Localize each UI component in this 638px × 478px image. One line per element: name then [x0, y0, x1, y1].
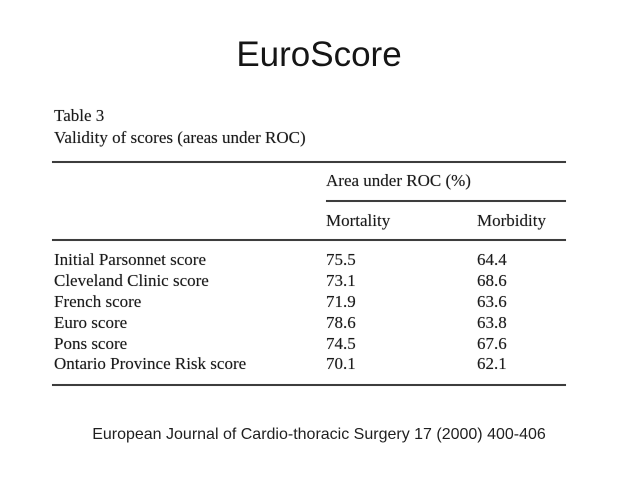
mortality-value: 71.9: [326, 291, 356, 311]
table-row: Initial Parsonnet score 75.5 64.4: [52, 250, 567, 271]
morbidity-value: 67.6: [477, 333, 507, 353]
table-caption-number: Table 3: [54, 106, 105, 125]
mortality-value: 70.1: [326, 354, 356, 374]
table-scan: Table 3 Validity of scores (areas under …: [52, 104, 567, 404]
table-row: Euro score 78.6 63.8: [52, 313, 567, 334]
table-row: Cleveland Clinic score 73.1 68.6: [52, 271, 567, 292]
table-row: Pons score 74.5 67.6: [52, 334, 567, 355]
row-label: Pons score: [54, 333, 128, 353]
table-rule-bottom: [52, 384, 566, 386]
table-row: Ontario Province Risk score 70.1 62.1: [52, 354, 567, 375]
row-label: Euro score: [54, 312, 128, 332]
group-header-area-under-roc: Area under ROC (%): [326, 171, 471, 190]
mortality-value: 78.6: [326, 312, 356, 332]
row-label: Cleveland Clinic score: [54, 270, 209, 290]
citation-text: European Journal of Cardio-thoracic Surg…: [92, 426, 546, 443]
column-header-mortality: Mortality: [326, 211, 391, 230]
row-label: Initial Parsonnet score: [54, 250, 207, 269]
morbidity-value: 64.4: [477, 250, 507, 269]
page-title: EuroScore: [236, 35, 402, 74]
table-rule-header-bottom: [52, 239, 566, 241]
row-label: Ontario Province Risk score: [54, 354, 247, 374]
table-row: French score 71.9 63.6: [52, 292, 567, 313]
table-caption-title: Validity of scores (areas under ROC): [54, 128, 306, 147]
mortality-value: 73.1: [326, 270, 356, 290]
morbidity-value: 62.1: [477, 354, 507, 374]
table-rule-subheader: [326, 200, 566, 202]
mortality-value: 75.5: [326, 250, 356, 269]
morbidity-value: 68.6: [477, 270, 507, 290]
morbidity-value: 63.8: [477, 312, 507, 332]
row-label: French score: [54, 291, 142, 311]
mortality-value: 74.5: [326, 333, 356, 353]
table-rule-top: [52, 161, 566, 163]
table-body: Initial Parsonnet score 75.5 64.4 Clevel…: [52, 250, 567, 375]
morbidity-value: 63.6: [477, 291, 507, 311]
column-header-morbidity: Morbidity: [477, 211, 546, 230]
